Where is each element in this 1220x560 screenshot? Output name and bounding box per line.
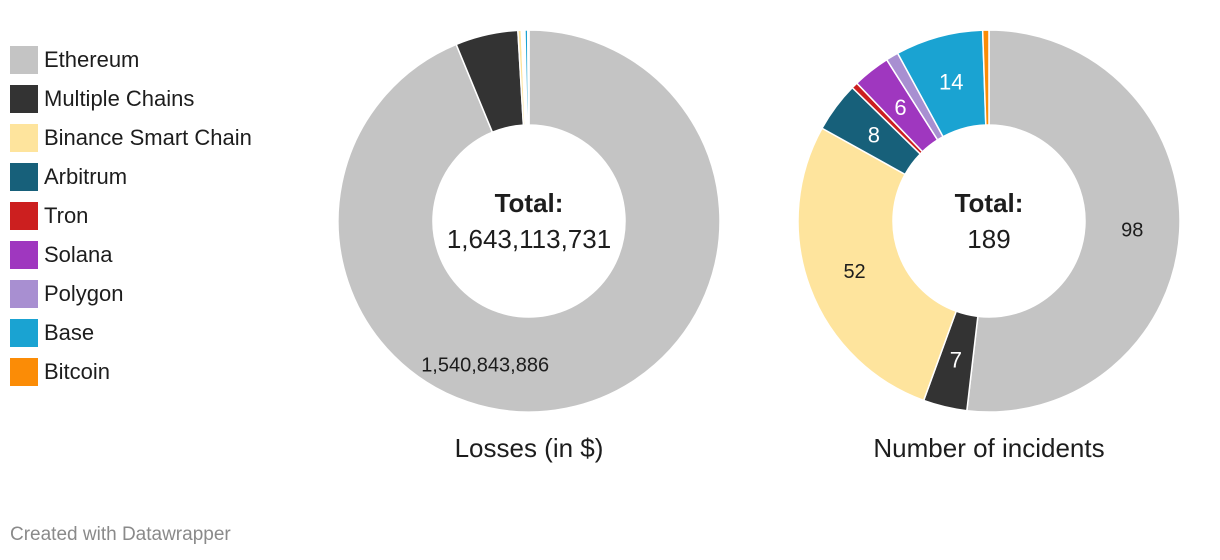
data-label: 7: [950, 348, 962, 373]
legend-item-tron: Tron: [10, 196, 252, 236]
center-total-value: 189: [967, 224, 1010, 254]
legend-swatch: [10, 46, 38, 74]
charts-canvas: 1,540,843,886 Total: 1,643,113,731 Losses (…: [337, 29, 1181, 463]
legend-label: Polygon: [44, 281, 124, 306]
legend-swatch: [10, 358, 38, 386]
legend-swatch: [10, 319, 38, 347]
slice-ethereum[interactable]: [965, 29, 1181, 413]
legend-item-multiple-chains: Multiple Chains: [10, 79, 252, 119]
legend-item-base: Base: [10, 313, 252, 353]
datawrapper-credit[interactable]: Created with Datawrapper: [10, 524, 231, 545]
legend-item-polygon: Polygon: [10, 274, 252, 314]
legend-label: Base: [44, 320, 95, 345]
slice-bitcoin[interactable]: [527, 29, 530, 126]
donut-chart-2: 98 7 52 86 14 Total: 189 Number of incidents: [797, 29, 1181, 463]
legend: Ethereum Multiple Chains Binance Smart Cha…: [10, 40, 252, 392]
data-label: 98: [1121, 219, 1143, 241]
legend-label: Binance Smart Chain: [44, 125, 252, 150]
donut-chart-1: 1,540,843,886 Total: 1,643,113,731 Losses (…: [337, 29, 721, 463]
legend-label: Solana: [44, 242, 113, 267]
slice-binance-smart-chain[interactable]: [797, 127, 958, 402]
center-total-value: 1,643,113,731: [447, 224, 611, 254]
slice-ethereum[interactable]: [337, 29, 721, 413]
chart-title: Losses (in $): [455, 433, 604, 463]
legend-swatch: [10, 163, 38, 191]
legend-label: Tron: [44, 203, 89, 228]
legend-label: Multiple Chains: [44, 86, 195, 111]
legend-swatch: [10, 202, 38, 230]
legend-item-solana: Solana: [10, 235, 252, 275]
legend-item-binance-smart-chain: Binance Smart Chain: [10, 118, 252, 158]
legend-item-bitcoin: Bitcoin: [10, 352, 252, 392]
legend-swatch: [10, 124, 38, 152]
legend-label: Arbitrum: [44, 164, 128, 189]
legend-item-ethereum: Ethereum: [10, 40, 252, 80]
legend-label: Bitcoin: [44, 359, 111, 384]
data-label: 1,540,843,886: [421, 354, 549, 376]
center-total-label: Total:: [955, 188, 1024, 218]
legend-swatch: [10, 85, 38, 113]
slice-bitcoin[interactable]: [981, 29, 990, 126]
data-label: 6: [894, 95, 906, 120]
center-total-label: Total:: [495, 188, 564, 218]
legend-swatch: [10, 280, 38, 308]
legend-swatch: [10, 241, 38, 269]
chart-title: Number of incidents: [873, 433, 1104, 463]
data-label: 14: [939, 70, 963, 95]
data-label: 8: [868, 122, 880, 147]
data-label: 52: [843, 261, 865, 283]
legend-label: Ethereum: [44, 47, 140, 72]
legend-item-arbitrum: Arbitrum: [10, 157, 252, 197]
